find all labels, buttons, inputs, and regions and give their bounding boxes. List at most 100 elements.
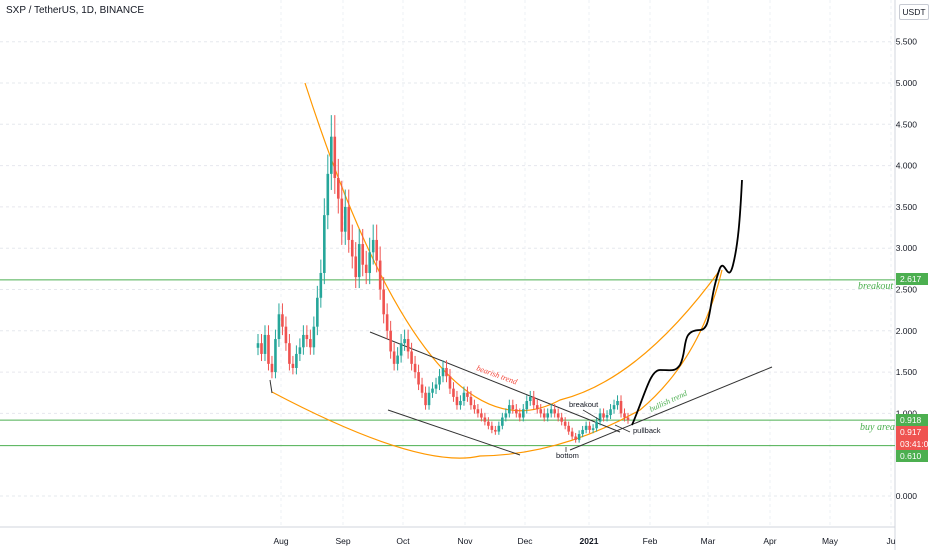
candle-body <box>424 392 427 406</box>
candle-body <box>274 339 277 373</box>
candle-body <box>570 431 574 437</box>
candle-body <box>396 355 399 364</box>
candle-body <box>556 413 560 418</box>
candle-body <box>487 421 490 426</box>
x-tick-label: Feb <box>643 536 658 546</box>
candle-body <box>323 215 326 273</box>
candle-body <box>535 405 539 410</box>
candle-body <box>309 339 312 348</box>
pullback-annotation: pullback <box>633 426 661 435</box>
candle-body <box>343 206 347 232</box>
currency-unit-button[interactable]: USDT <box>899 4 929 20</box>
candle-body <box>413 363 417 373</box>
candle-body <box>591 428 595 430</box>
candle-body <box>298 347 302 354</box>
candle-body <box>469 396 473 406</box>
price-tag-label: 0.610 <box>900 451 922 461</box>
candle-body <box>350 239 354 257</box>
y-tick-label: 4.000 <box>896 161 918 171</box>
breakout-level-label: breakout <box>858 281 893 292</box>
candle-body <box>378 260 382 290</box>
x-tick-label: Nov <box>457 536 473 546</box>
candle-body <box>305 334 309 340</box>
candle-body <box>588 425 591 430</box>
candle-body <box>291 363 295 368</box>
candle-body <box>567 425 570 432</box>
candle-body <box>549 409 553 414</box>
candle-body <box>462 392 466 402</box>
candle-body <box>501 417 504 426</box>
candle-body <box>434 384 438 389</box>
candle-body <box>605 415 609 418</box>
candle-body <box>399 343 403 356</box>
candle-body <box>385 314 389 331</box>
candle-body <box>448 376 452 389</box>
projection-path <box>631 179 743 426</box>
price-tag-label: 0.917 <box>900 427 922 437</box>
candle-body <box>406 339 410 352</box>
candle-body <box>504 413 508 418</box>
candle-body <box>438 376 441 385</box>
candle-body <box>612 405 616 410</box>
candle-body <box>532 396 536 406</box>
candle-body <box>417 372 420 385</box>
bottom-annotation: bottom <box>556 451 579 460</box>
candle-body <box>480 413 483 418</box>
x-tick-label: Ju <box>887 536 896 546</box>
x-tick-label: May <box>822 536 839 546</box>
candle-body <box>452 388 455 397</box>
candle-body <box>410 351 413 364</box>
candle-body <box>508 405 511 414</box>
candle-body <box>354 256 358 278</box>
candle-body <box>616 401 619 406</box>
y-tick-label: 1.000 <box>896 408 918 418</box>
candle-body <box>382 289 385 315</box>
y-tick-label: 1.500 <box>896 367 918 377</box>
candle-body <box>497 425 501 432</box>
candle-body <box>511 405 515 410</box>
y-tick-label: 4.500 <box>896 119 918 129</box>
candle-body <box>260 343 263 354</box>
candle-body <box>326 173 330 216</box>
candle-body <box>528 396 532 402</box>
candle-body <box>445 367 448 377</box>
x-tick-label: 2021 <box>580 536 599 546</box>
price-tag-label: 03:41:01 <box>900 439 932 449</box>
candle-body <box>626 417 630 421</box>
candle-body <box>525 401 529 410</box>
candle-body <box>431 388 434 393</box>
rising-support-line <box>569 366 773 451</box>
candle-body <box>375 239 378 261</box>
candle-body <box>542 413 546 418</box>
y-tick-label: 0.000 <box>896 491 918 501</box>
candle-body <box>459 401 462 406</box>
candle-body <box>494 429 497 432</box>
bowl-curve-upper <box>304 82 721 412</box>
candle-body <box>483 417 487 422</box>
candle-body <box>546 413 550 418</box>
candle-body <box>553 409 556 414</box>
candle-body <box>602 413 605 418</box>
candle-body <box>295 353 298 368</box>
candle-body <box>312 326 316 348</box>
candle-body <box>574 436 577 440</box>
price-tag-label: 2.617 <box>900 274 922 284</box>
candle-body <box>427 392 431 406</box>
candle-body <box>403 339 406 344</box>
candle-body <box>277 314 281 340</box>
candle-body <box>609 409 612 416</box>
price-tag <box>896 450 928 462</box>
candle-body <box>441 367 445 377</box>
candle-body <box>539 409 543 414</box>
candle-body <box>455 396 459 406</box>
x-tick-label: Aug <box>273 536 288 546</box>
candle-body <box>619 401 623 414</box>
x-tick-label: Sep <box>335 536 350 546</box>
candle-body <box>392 351 396 364</box>
price-tag <box>896 426 928 438</box>
candle-body <box>518 413 522 418</box>
candle-body <box>490 425 494 430</box>
candle-body <box>581 429 584 435</box>
candle-body <box>473 405 476 410</box>
